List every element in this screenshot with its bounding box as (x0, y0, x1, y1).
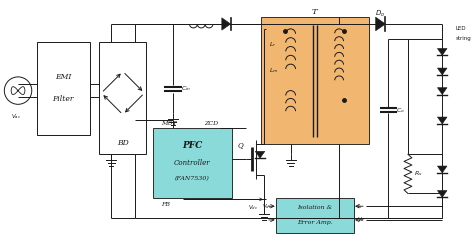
Polygon shape (438, 49, 447, 55)
Polygon shape (255, 151, 265, 158)
Text: (FAN7530): (FAN7530) (175, 176, 210, 181)
Text: $L_m$: $L_m$ (269, 66, 278, 76)
FancyBboxPatch shape (36, 42, 90, 135)
Text: $I_o$: $I_o$ (357, 202, 363, 211)
Text: Controller: Controller (174, 159, 211, 167)
Text: $V_{ac}$: $V_{ac}$ (11, 112, 21, 121)
Text: Q: Q (237, 141, 243, 149)
Text: ZCD: ZCD (204, 121, 219, 126)
Text: LED: LED (456, 26, 466, 31)
Text: $R_s$: $R_s$ (414, 169, 422, 178)
FancyBboxPatch shape (100, 42, 146, 154)
Text: $L_r$: $L_r$ (269, 40, 276, 49)
Polygon shape (438, 88, 447, 94)
Text: FB: FB (161, 202, 170, 207)
Polygon shape (438, 68, 447, 75)
Text: string: string (456, 36, 472, 41)
Text: MOT: MOT (161, 121, 177, 126)
Text: $V_{dc}$: $V_{dc}$ (248, 203, 258, 212)
Text: T: T (312, 8, 318, 16)
Text: PFC: PFC (182, 141, 202, 150)
Text: Filter: Filter (52, 95, 74, 103)
FancyBboxPatch shape (153, 128, 232, 198)
Text: BD: BD (117, 139, 129, 147)
Polygon shape (438, 117, 447, 124)
FancyBboxPatch shape (276, 198, 354, 233)
Polygon shape (438, 166, 447, 173)
Polygon shape (222, 18, 231, 30)
Polygon shape (375, 17, 385, 31)
Text: $V_{dc}$: $V_{dc}$ (263, 202, 273, 211)
Text: $C_{in}$: $C_{in}$ (181, 84, 191, 93)
Polygon shape (438, 190, 447, 197)
Text: EMI: EMI (55, 73, 71, 81)
Text: $V_o$: $V_o$ (357, 216, 365, 224)
Text: $C_o$: $C_o$ (396, 106, 405, 115)
Text: Isolation &: Isolation & (297, 205, 332, 210)
Text: $D_o$: $D_o$ (375, 9, 385, 19)
Text: Error Amp.: Error Amp. (297, 220, 333, 225)
FancyBboxPatch shape (261, 17, 369, 145)
